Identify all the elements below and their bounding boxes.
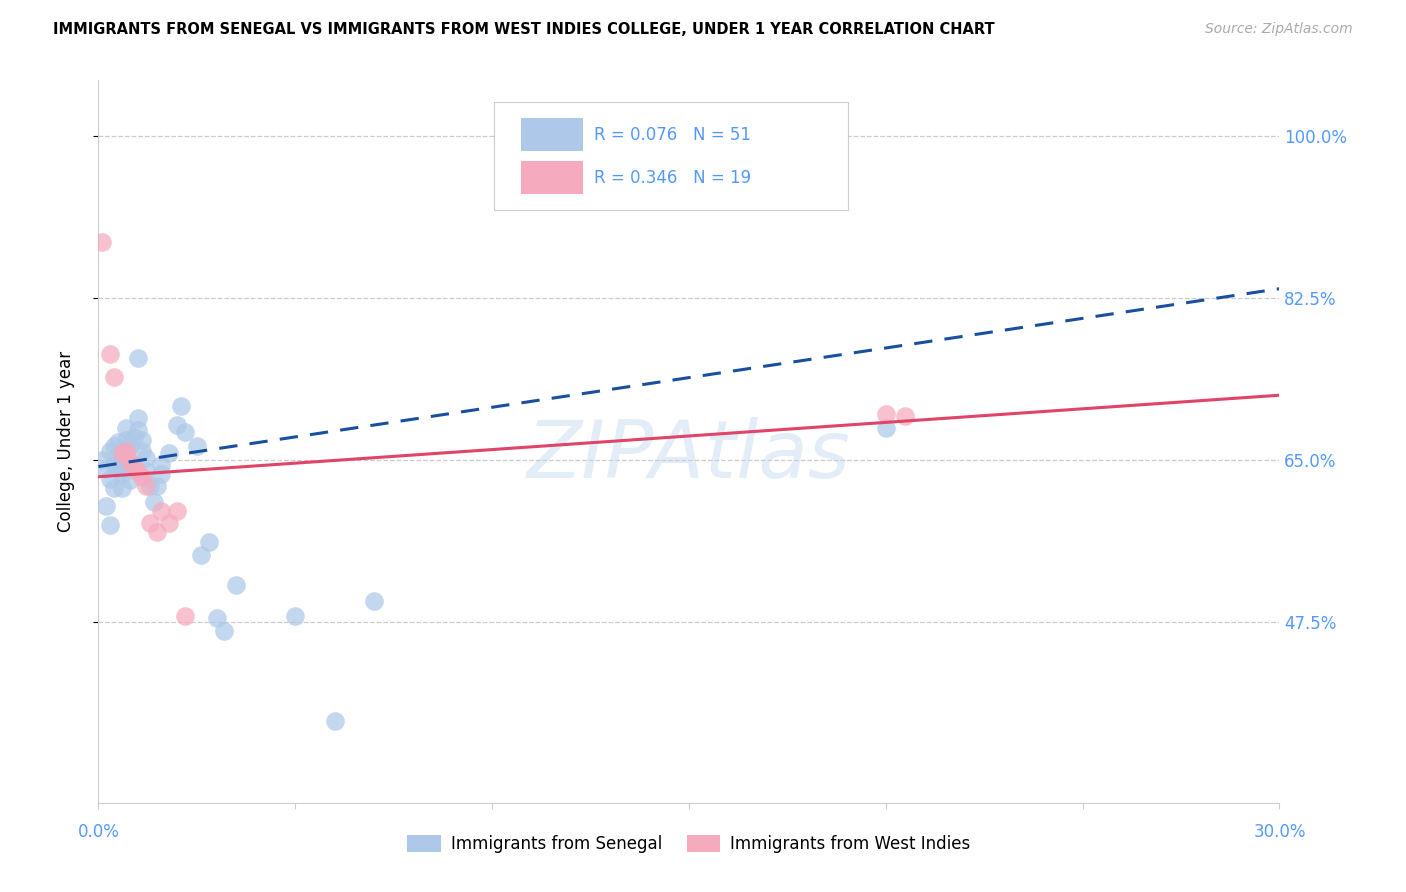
Point (118, 474, 141, 488)
Point (115, 433, 138, 447)
Point (205, 610, 228, 624)
Point (166, 417, 188, 432)
Point (146, 525, 169, 540)
Point (103, 481, 125, 495)
Legend: Immigrants from Senegal, Immigrants from West Indies: Immigrants from Senegal, Immigrants from… (401, 828, 977, 860)
Point (98, 443, 121, 458)
Point (115, 453, 138, 467)
Point (150, 504, 173, 518)
Point (98, 517, 121, 532)
Point (131, 469, 153, 483)
Point (96, 500, 118, 514)
Point (127, 465, 149, 479)
Point (174, 608, 197, 623)
Point (138, 516, 160, 530)
Point (225, 578, 247, 592)
Point (122, 430, 145, 444)
Point (875, 407, 897, 421)
Point (111, 458, 134, 472)
Point (170, 400, 193, 414)
Point (150, 467, 173, 481)
Point (174, 425, 197, 440)
Y-axis label: College, Under 1 year: College, Under 1 year (56, 351, 75, 533)
Text: 30.0%: 30.0% (1253, 823, 1306, 841)
Point (214, 624, 236, 639)
Point (107, 449, 129, 463)
Point (122, 460, 145, 475)
Point (135, 451, 157, 466)
Point (138, 479, 160, 493)
Point (91, 453, 114, 467)
Point (98, 472, 121, 486)
Point (131, 443, 153, 458)
Point (115, 443, 138, 458)
Point (875, 420, 897, 434)
Text: R = 0.076   N = 51: R = 0.076 N = 51 (595, 126, 751, 144)
Point (127, 351, 149, 366)
Point (146, 479, 169, 493)
Text: IMMIGRANTS FROM SENEGAL VS IMMIGRANTS FROM WEST INDIES COLLEGE, UNDER 1 YEAR COR: IMMIGRANTS FROM SENEGAL VS IMMIGRANTS FR… (53, 22, 995, 37)
Point (91, 235, 114, 250)
Point (115, 420, 138, 434)
Point (150, 458, 173, 472)
Text: 0.0%: 0.0% (77, 823, 120, 841)
Point (103, 369, 125, 384)
Point (107, 462, 129, 476)
Point (118, 455, 141, 469)
Point (142, 494, 165, 508)
Point (103, 458, 125, 472)
Point (157, 516, 180, 530)
Point (166, 504, 188, 518)
Point (118, 439, 141, 453)
Point (115, 448, 138, 462)
Point (135, 479, 157, 493)
Point (111, 445, 134, 459)
Point (157, 445, 180, 459)
Point (127, 424, 149, 438)
Point (98, 346, 121, 360)
Text: R = 0.346   N = 19: R = 0.346 N = 19 (595, 169, 752, 186)
FancyBboxPatch shape (522, 118, 582, 151)
FancyBboxPatch shape (494, 102, 848, 211)
Point (363, 594, 385, 608)
Point (103, 439, 125, 453)
Point (135, 464, 157, 478)
Point (122, 458, 145, 472)
FancyBboxPatch shape (522, 161, 582, 194)
Point (197, 534, 219, 549)
Point (118, 455, 141, 469)
Point (284, 608, 307, 623)
Point (111, 449, 134, 463)
Point (894, 409, 917, 423)
Text: ZIPAtlas: ZIPAtlas (527, 417, 851, 495)
Point (186, 439, 208, 453)
Point (127, 411, 149, 425)
Point (190, 548, 212, 562)
Point (115, 443, 138, 458)
Text: Source: ZipAtlas.com: Source: ZipAtlas.com (1205, 22, 1353, 37)
Point (111, 467, 134, 481)
Point (131, 433, 153, 447)
Point (323, 714, 346, 729)
Point (96, 462, 118, 476)
Point (107, 434, 129, 449)
Point (111, 481, 134, 495)
